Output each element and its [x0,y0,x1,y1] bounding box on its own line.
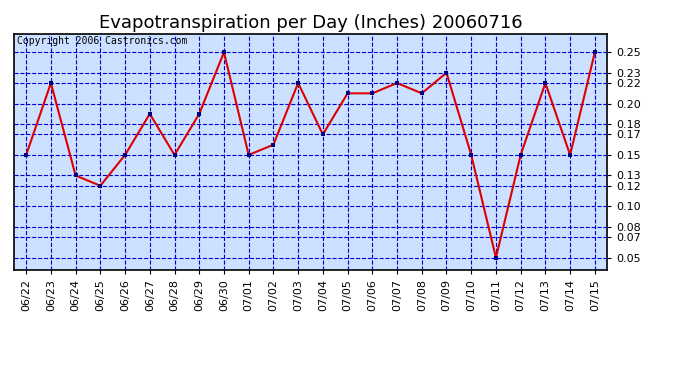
Text: Copyright 2006 Castronics.com: Copyright 2006 Castronics.com [17,36,187,46]
Title: Evapotranspiration per Day (Inches) 20060716: Evapotranspiration per Day (Inches) 2006… [99,14,522,32]
